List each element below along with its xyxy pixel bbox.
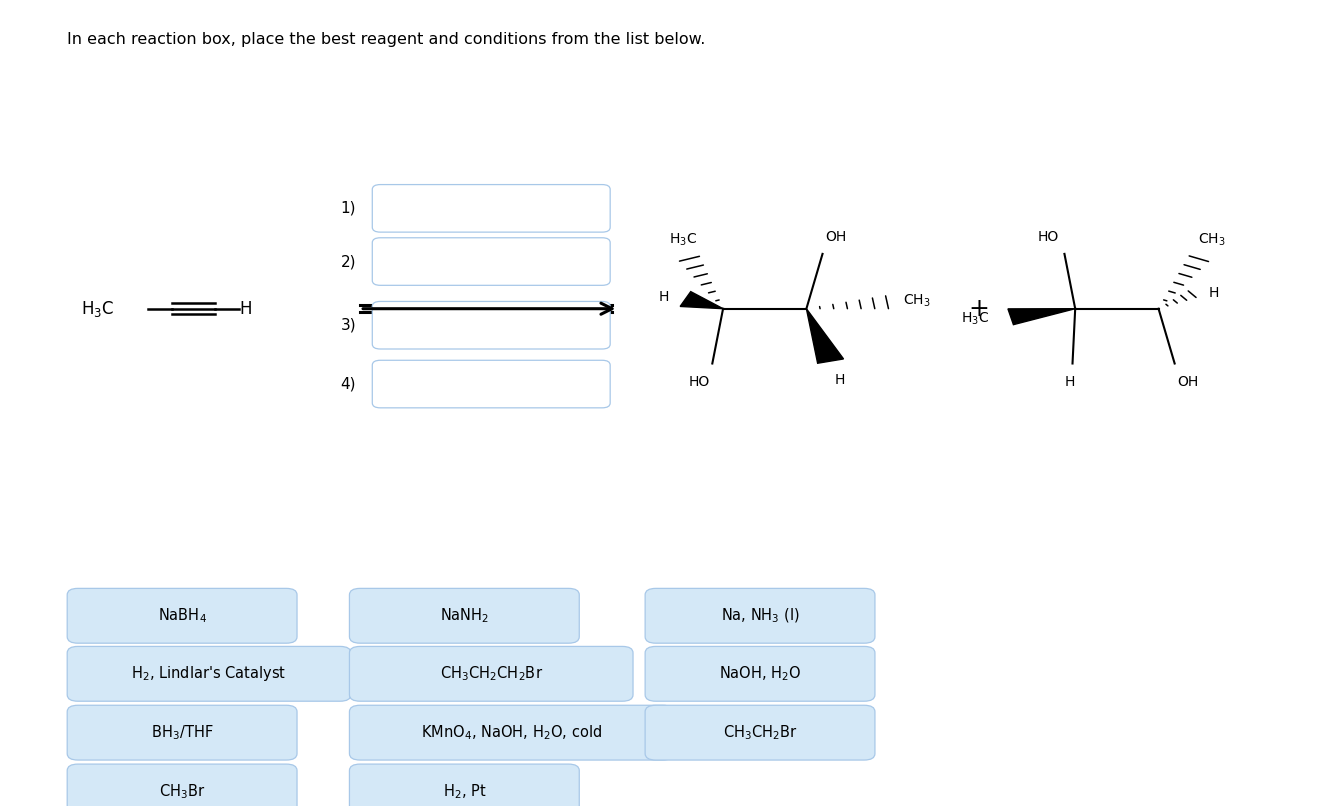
Text: OH: OH bbox=[1177, 375, 1199, 388]
FancyBboxPatch shape bbox=[645, 705, 875, 760]
Text: H$_2$, Pt: H$_2$, Pt bbox=[442, 782, 487, 801]
FancyBboxPatch shape bbox=[67, 588, 297, 643]
Text: In each reaction box, place the best reagent and conditions from the list below.: In each reaction box, place the best rea… bbox=[67, 32, 706, 48]
Text: +: + bbox=[968, 297, 989, 321]
Text: 2): 2) bbox=[340, 254, 356, 269]
Text: H$_3$C: H$_3$C bbox=[669, 232, 696, 248]
Text: CH$_3$Br: CH$_3$Br bbox=[159, 782, 206, 801]
Text: H: H bbox=[1208, 285, 1219, 300]
FancyBboxPatch shape bbox=[349, 705, 673, 760]
Text: OH: OH bbox=[825, 231, 847, 244]
Text: HO: HO bbox=[688, 375, 710, 388]
FancyBboxPatch shape bbox=[349, 646, 633, 701]
FancyBboxPatch shape bbox=[372, 301, 610, 349]
Text: Na, NH$_3$ (l): Na, NH$_3$ (l) bbox=[720, 607, 800, 625]
FancyBboxPatch shape bbox=[372, 238, 610, 285]
FancyBboxPatch shape bbox=[372, 185, 610, 232]
Text: BH$_3$/THF: BH$_3$/THF bbox=[151, 723, 214, 742]
FancyBboxPatch shape bbox=[67, 764, 297, 806]
Polygon shape bbox=[1008, 309, 1075, 325]
Text: H$_3$C: H$_3$C bbox=[81, 299, 114, 318]
Text: H$_2$, Lindlar's Catalyst: H$_2$, Lindlar's Catalyst bbox=[132, 664, 286, 683]
Text: 1): 1) bbox=[340, 201, 356, 216]
FancyBboxPatch shape bbox=[67, 705, 297, 760]
FancyBboxPatch shape bbox=[349, 588, 579, 643]
Text: CH$_3$: CH$_3$ bbox=[903, 293, 931, 309]
FancyBboxPatch shape bbox=[372, 360, 610, 408]
Text: H: H bbox=[659, 290, 669, 305]
FancyBboxPatch shape bbox=[645, 646, 875, 701]
FancyBboxPatch shape bbox=[645, 588, 875, 643]
FancyBboxPatch shape bbox=[349, 764, 579, 806]
FancyBboxPatch shape bbox=[67, 646, 351, 701]
Text: CH$_3$: CH$_3$ bbox=[1199, 232, 1226, 248]
Text: NaNH$_2$: NaNH$_2$ bbox=[439, 606, 489, 625]
Text: 3): 3) bbox=[340, 318, 356, 333]
Text: H$_3$C: H$_3$C bbox=[961, 310, 989, 326]
Text: KMnO$_4$, NaOH, H$_2$O, cold: KMnO$_4$, NaOH, H$_2$O, cold bbox=[421, 723, 602, 742]
Polygon shape bbox=[680, 292, 723, 309]
Text: CH$_3$CH$_2$Br: CH$_3$CH$_2$Br bbox=[723, 723, 797, 742]
Text: NaOH, H$_2$O: NaOH, H$_2$O bbox=[719, 664, 801, 683]
Polygon shape bbox=[806, 309, 844, 364]
Text: 4): 4) bbox=[340, 376, 356, 392]
Text: HO: HO bbox=[1038, 231, 1059, 244]
Text: H: H bbox=[239, 300, 251, 318]
Text: H: H bbox=[1064, 375, 1075, 388]
Text: NaBH$_4$: NaBH$_4$ bbox=[157, 606, 207, 625]
Text: CH$_3$CH$_2$CH$_2$Br: CH$_3$CH$_2$CH$_2$Br bbox=[439, 664, 543, 683]
Text: H: H bbox=[835, 373, 845, 387]
